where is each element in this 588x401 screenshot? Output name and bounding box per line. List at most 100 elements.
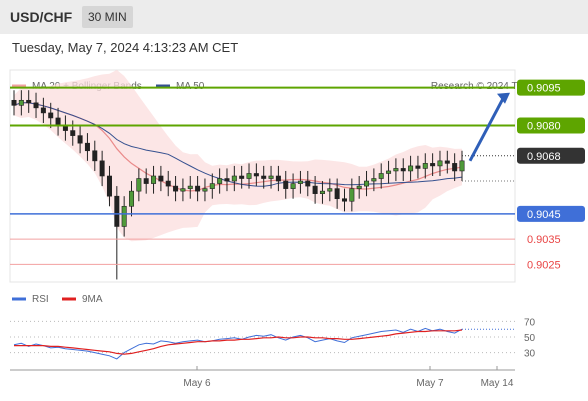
candle-body: [187, 185, 193, 189]
candle: [187, 176, 193, 199]
candle-body: [202, 188, 208, 192]
candle-body: [224, 178, 230, 182]
candle: [437, 150, 443, 176]
candle: [165, 170, 171, 197]
candle-body: [430, 163, 436, 167]
candle: [239, 165, 245, 189]
candle-body: [48, 112, 54, 119]
candle-body: [151, 175, 157, 184]
candle: [319, 181, 325, 204]
candle: [334, 178, 340, 209]
candle-body: [195, 185, 201, 192]
candle-body: [180, 188, 186, 192]
level-last-2: 0.9068: [462, 147, 585, 164]
candle-body: [253, 173, 259, 177]
candle-body: [121, 205, 127, 227]
candle: [290, 173, 296, 199]
candle-body: [305, 180, 311, 187]
candle: [26, 90, 32, 113]
candle-body: [11, 99, 17, 106]
projection-arrowhead: [497, 92, 510, 104]
candle: [121, 196, 127, 237]
rsi-tick-label: 50: [524, 333, 536, 344]
candle-body: [158, 175, 164, 182]
candle: [202, 178, 208, 202]
rsi-gridlines: 70 50 30: [10, 317, 536, 360]
candle: [40, 97, 46, 123]
candle-body: [444, 160, 450, 164]
rsi-ma-line: [14, 329, 463, 355]
candle: [327, 178, 333, 202]
candle: [415, 155, 421, 179]
level-label-bg: [517, 205, 585, 222]
candle: [393, 158, 399, 182]
candle: [268, 165, 274, 189]
candle-body: [386, 170, 392, 174]
candle-body: [18, 99, 24, 106]
candle: [283, 170, 289, 199]
level-minor-5: 0.9025: [10, 259, 561, 271]
candle: [408, 155, 414, 182]
candle: [444, 150, 450, 174]
candle-body: [77, 135, 83, 144]
level-resistance-0: 0.9095: [10, 79, 585, 96]
timeframe-button[interactable]: 30 MIN: [82, 6, 133, 28]
candle-body: [129, 190, 135, 207]
bollinger-band-area: [14, 69, 462, 242]
candle: [195, 176, 201, 202]
candle-body: [165, 180, 171, 187]
candle-body: [319, 190, 325, 194]
candle-body: [437, 160, 443, 167]
candle-body: [452, 163, 458, 172]
x-tick-label: May 14: [481, 378, 514, 389]
candle-body: [341, 198, 347, 202]
candle: [452, 153, 458, 182]
candle: [275, 165, 281, 192]
level-label-bg: [517, 79, 585, 96]
candle: [371, 168, 377, 192]
rsi-line: [13, 327, 463, 360]
candle: [48, 102, 54, 129]
candle: [92, 140, 98, 171]
candle-body: [33, 102, 39, 109]
candle-body: [231, 175, 237, 182]
symbol-title: USD/CHF: [10, 9, 73, 25]
candle-body: [55, 117, 61, 126]
candle: [143, 168, 149, 194]
candle: [312, 176, 318, 204]
level-label: 0.9035: [527, 234, 561, 246]
attribution: Research © 2024 Trading Central: [431, 81, 580, 92]
candle-body: [106, 175, 112, 197]
candle: [99, 150, 105, 187]
candle: [356, 176, 362, 199]
level-resistance-1: 0.9080: [10, 117, 585, 134]
level-label: 0.9068: [527, 151, 561, 163]
candle: [106, 165, 112, 207]
candle: [11, 90, 17, 116]
candle-body: [283, 180, 289, 189]
header-bar: USD/CHF 30 MIN: [0, 0, 588, 34]
level-label-bg: [517, 147, 585, 164]
price-panel: MA 20 + Bollinger Bands MA 50 Research ©…: [9, 69, 585, 283]
candle-body: [422, 163, 428, 169]
candle-body: [400, 168, 406, 172]
candle-body: [378, 173, 384, 179]
candle-body: [99, 160, 105, 177]
candle-body: [209, 183, 215, 189]
candle: [158, 165, 164, 192]
candle-body: [217, 178, 223, 184]
candle-body: [239, 175, 245, 179]
candle: [217, 168, 223, 194]
candle-body: [327, 188, 333, 192]
candle-body: [268, 175, 274, 179]
x-axis: May 6 May 7 May 14: [10, 366, 515, 389]
candle-body: [364, 180, 370, 187]
candle: [173, 176, 179, 202]
candle-body: [136, 178, 142, 192]
level-label: 0.9045: [527, 209, 561, 221]
price-levels: 0.9095 0.9080 0.9068 0.9045 0.9035 0.9025: [10, 79, 585, 271]
candle: [349, 178, 355, 212]
legend-ma50-label: MA 50: [176, 81, 205, 92]
